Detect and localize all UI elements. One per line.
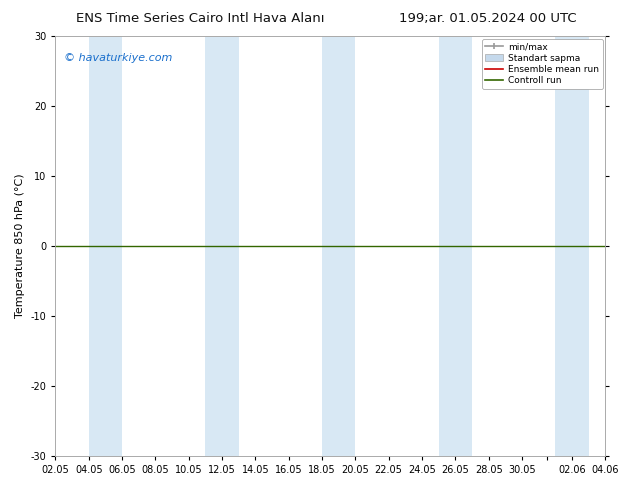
Text: ENS Time Series Cairo Intl Hava Alanı: ENS Time Series Cairo Intl Hava Alanı: [76, 12, 325, 25]
Bar: [89, 36, 122, 456]
Bar: [322, 36, 355, 456]
Text: © havaturkiye.com: © havaturkiye.com: [63, 53, 172, 63]
Y-axis label: Temperature 850 hPa (°C): Temperature 850 hPa (°C): [15, 174, 25, 318]
Bar: [555, 36, 588, 456]
Bar: [205, 36, 239, 456]
Legend: min/max, Standart sapma, Ensemble mean run, Controll run: min/max, Standart sapma, Ensemble mean r…: [482, 39, 602, 89]
Text: 199;ar. 01.05.2024 00 UTC: 199;ar. 01.05.2024 00 UTC: [399, 12, 577, 25]
Bar: [439, 36, 472, 456]
